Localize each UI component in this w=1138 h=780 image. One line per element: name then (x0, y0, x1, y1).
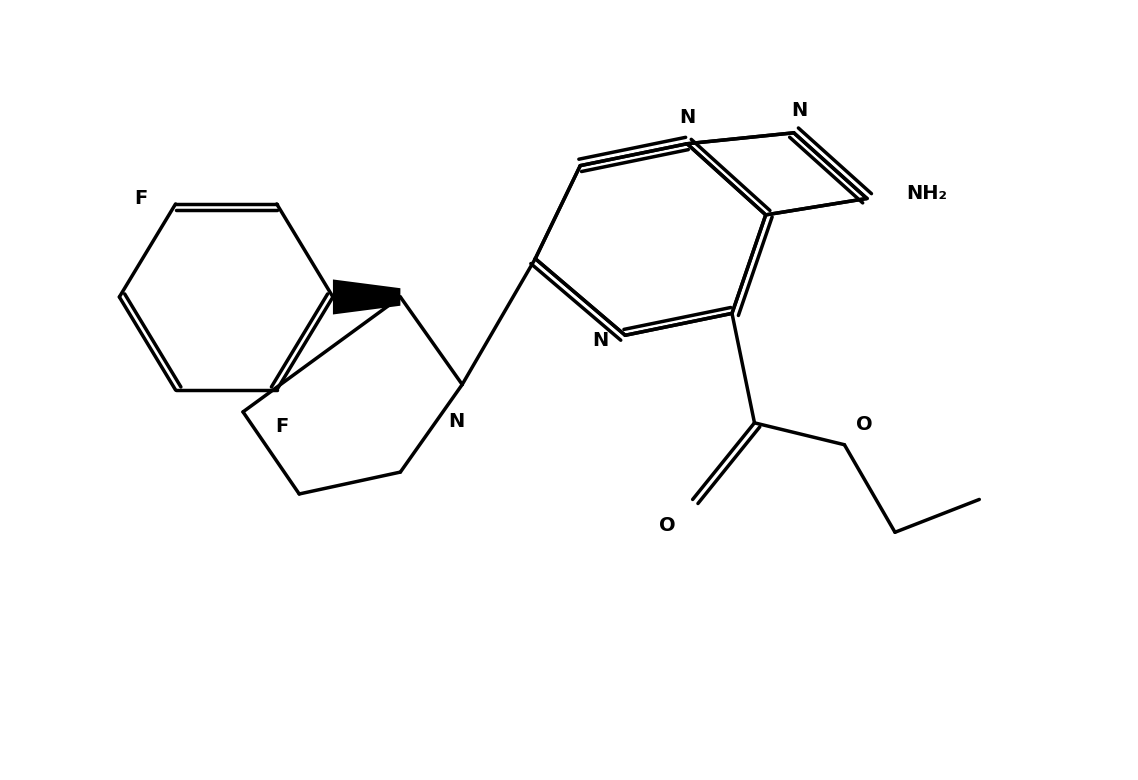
Polygon shape (333, 279, 401, 314)
Text: N: N (679, 108, 695, 127)
Text: F: F (275, 417, 289, 436)
Text: O: O (659, 516, 676, 535)
Text: N: N (592, 332, 609, 350)
Text: F: F (134, 189, 148, 208)
Text: NH₂: NH₂ (906, 183, 947, 203)
Text: N: N (791, 101, 808, 119)
Text: O: O (856, 415, 872, 434)
Text: N: N (448, 412, 464, 431)
